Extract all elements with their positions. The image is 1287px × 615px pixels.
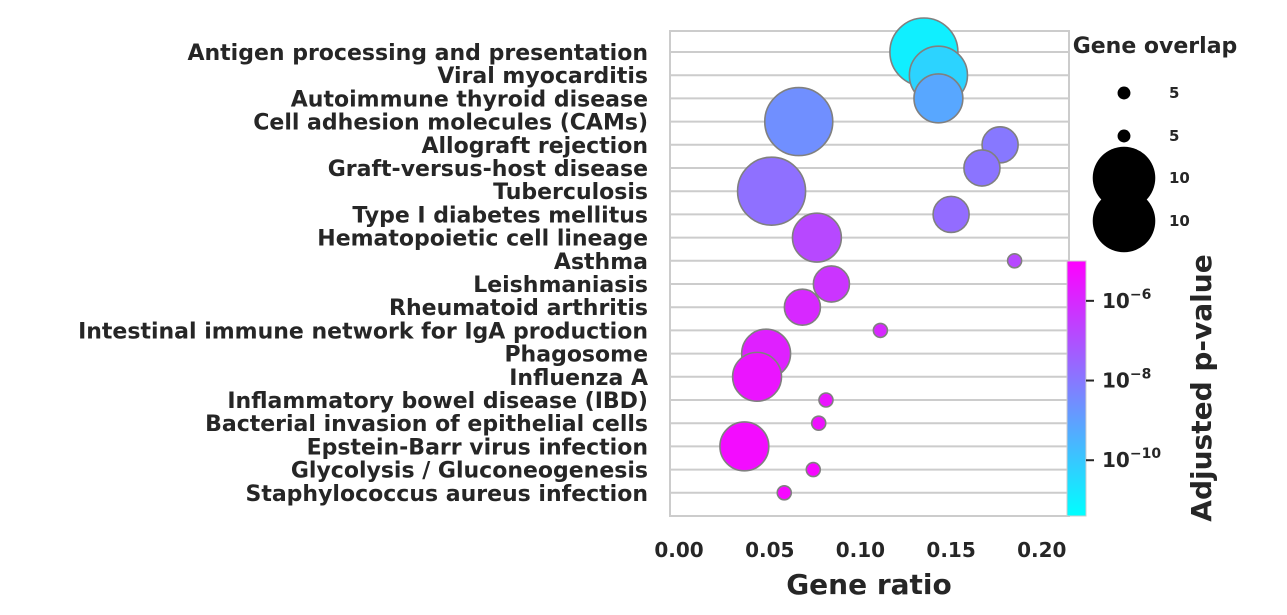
size-legend-marker (1117, 86, 1131, 100)
size-legend-label: 5 (1169, 127, 1179, 145)
x-tick-labels: 0.00 0.05 0.10 0.15 0.20 (654, 538, 1066, 562)
category-label: Viral myocarditis (437, 64, 648, 89)
size-legend-title: Gene overlap (1073, 34, 1238, 59)
category-label: Inflammatory bowel disease (IBD) (227, 389, 648, 414)
category-label: Allograft rejection (421, 134, 648, 159)
colorbar (1066, 260, 1087, 517)
size-legend-marker (1092, 146, 1156, 210)
data-point (872, 322, 889, 339)
x-tick-label: 0.05 (745, 538, 794, 562)
data-point (731, 351, 783, 403)
data-points (719, 17, 1023, 501)
data-point (913, 73, 964, 124)
size-legend-marker (1092, 189, 1156, 253)
category-label: Phagosome (504, 343, 648, 368)
data-point (805, 461, 822, 478)
size-legend-label: 5 (1169, 84, 1179, 102)
colorbar-tick-label: 10−10 (1102, 446, 1161, 472)
category-label: Hematopoietic cell lineage (317, 227, 648, 252)
size-legend-label: 10 (1169, 212, 1190, 230)
category-label: Type I diabetes mellitus (352, 203, 648, 228)
category-label: Tuberculosis (493, 180, 648, 205)
category-label: Glycolysis / Gluconeogenesis (291, 459, 648, 484)
data-point (763, 86, 834, 157)
data-point (932, 195, 970, 234)
x-tick-label: 0.00 (654, 538, 703, 562)
gridlines (670, 51, 1069, 494)
data-point (810, 415, 827, 432)
category-labels: Antigen processing and presentationViral… (78, 41, 648, 507)
category-label: Cell adhesion molecules (CAMs) (253, 111, 648, 136)
data-point (783, 288, 822, 327)
data-point (812, 265, 851, 303)
data-point (736, 156, 807, 226)
colorbar-tick-label: 10−6 (1102, 287, 1151, 313)
category-label: Bacterial invasion of epithelial cells (205, 412, 648, 437)
x-tick-label: 0.15 (926, 538, 975, 562)
data-point (719, 421, 770, 472)
size-legend: 5 5 10 10 (1092, 84, 1190, 253)
size-legend-marker (1117, 129, 1131, 143)
data-point (963, 149, 1001, 187)
colorbar-title: Adjusted p-value (1185, 254, 1218, 521)
x-tick-label: 0.20 (1017, 538, 1066, 562)
category-label: Antigen processing and presentation (187, 41, 648, 66)
size-legend-label: 10 (1169, 169, 1190, 187)
category-label: Epstein-Barr virus infection (307, 435, 648, 460)
category-label: Graft-versus-host disease (328, 157, 648, 182)
colorbar-ticks: 10−6 10−8 10−10 (1086, 287, 1161, 472)
data-point (818, 392, 834, 408)
category-label: Rheumatoid arthritis (389, 296, 648, 321)
category-label: Autoimmune thyroid disease (291, 87, 648, 112)
data-point (1006, 252, 1023, 269)
data-point (791, 212, 843, 263)
colorbar-tick-label: 10−8 (1102, 367, 1151, 393)
x-tick-label: 0.10 (836, 538, 885, 562)
category-label: Leishmaniasis (473, 273, 648, 298)
category-label: Intestinal immune network for IgA produc… (78, 319, 648, 344)
category-label: Staphylococcus aureus infection (245, 482, 648, 507)
category-label: Asthma (554, 250, 648, 275)
category-label: Influenza A (509, 366, 648, 391)
x-axis-title: Gene ratio (786, 568, 952, 601)
data-point (776, 484, 793, 501)
